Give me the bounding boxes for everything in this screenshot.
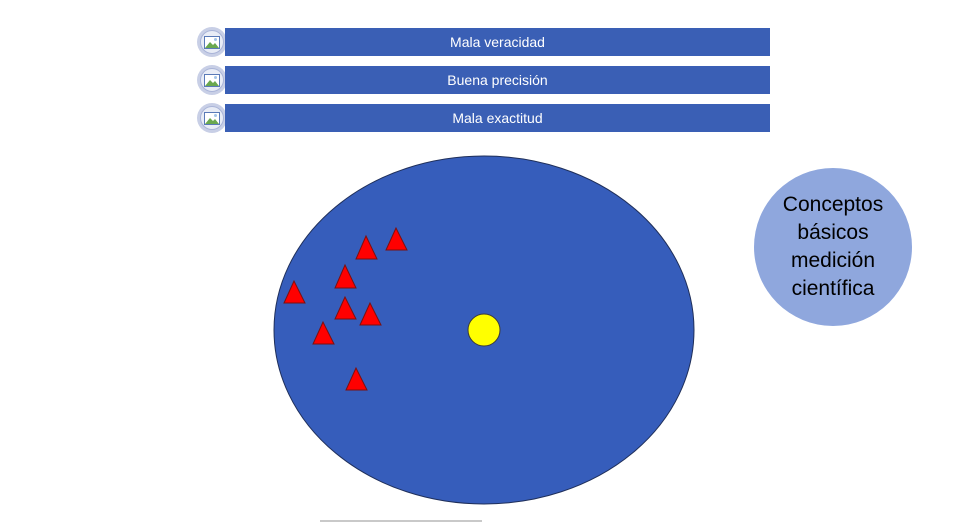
bar-buena-precision: Buena precisión — [225, 66, 770, 94]
measurement-marker — [312, 320, 335, 345]
concept-circle: Conceptos básicos medición científica — [754, 168, 912, 326]
measurement-marker — [345, 366, 368, 391]
measurement-marker — [355, 234, 378, 260]
picture-icon-ring — [200, 68, 224, 92]
measurement-marker — [334, 295, 357, 320]
picture-icon — [197, 27, 227, 57]
picture-icon — [197, 65, 227, 95]
bar-label: Buena precisión — [447, 72, 548, 88]
bar-mala-exactitud: Mala exactitud — [225, 104, 770, 132]
picture-icon-ring — [200, 30, 224, 54]
measurement-marker — [359, 301, 382, 326]
image-placeholder-icon — [204, 35, 220, 49]
image-placeholder-icon — [204, 73, 220, 87]
image-placeholder-icon — [204, 111, 220, 125]
bar-label: Mala exactitud — [452, 110, 543, 126]
picture-icon — [197, 103, 227, 133]
bar-label: Mala veracidad — [450, 34, 545, 50]
measurement-marker — [385, 226, 408, 251]
divider — [320, 520, 482, 522]
bar-mala-veracidad: Mala veracidad — [225, 28, 770, 56]
picture-icon-ring — [200, 106, 224, 130]
measurement-marker — [334, 263, 357, 289]
bullseye-marker — [467, 313, 501, 347]
concept-text: Conceptos básicos medición científica — [782, 193, 884, 300]
measurement-marker — [283, 279, 306, 304]
